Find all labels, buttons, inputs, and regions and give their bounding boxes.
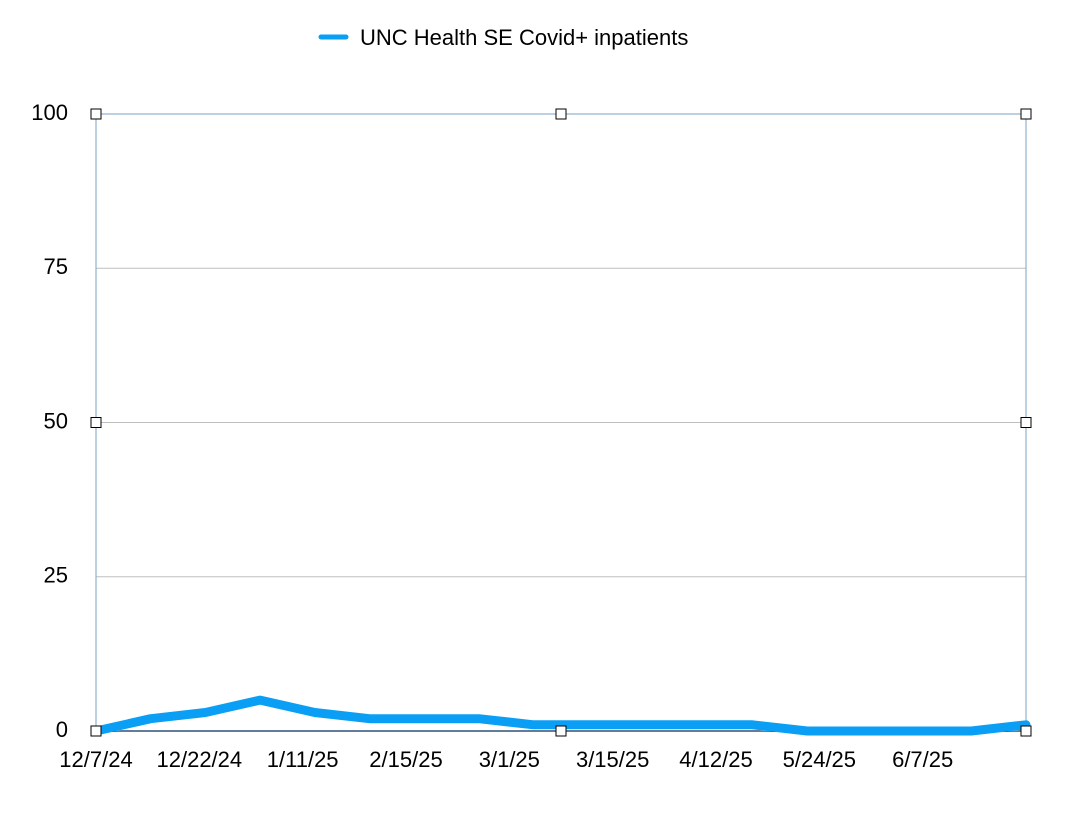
y-tick-label: 75 — [44, 254, 68, 279]
x-tick-label: 1/11/25 — [267, 747, 339, 772]
resize-handle[interactable] — [1020, 108, 1032, 120]
y-tick-label: 25 — [44, 563, 68, 588]
x-tick-label: 4/12/25 — [679, 747, 752, 772]
x-tick-label: 12/7/24 — [59, 747, 132, 772]
legend-label: UNC Health SE Covid+ inpatients — [360, 25, 688, 50]
series-line-covid-inpatients — [91, 695, 1031, 736]
resize-handle[interactable] — [90, 725, 102, 737]
y-tick-label: 50 — [44, 408, 68, 433]
resize-handle[interactable] — [555, 108, 567, 120]
resize-handle[interactable] — [90, 108, 102, 120]
resize-handle[interactable] — [1020, 417, 1032, 428]
y-tick-label: 0 — [56, 717, 68, 742]
legend: UNC Health SE Covid+ inpatients — [318, 25, 688, 50]
x-tick-label: 3/1/25 — [479, 747, 540, 772]
selection-handles[interactable] — [90, 108, 1032, 737]
y-tick-label: 100 — [31, 100, 68, 125]
x-tick-label: 5/24/25 — [783, 747, 856, 772]
x-tick-label: 12/22/24 — [157, 747, 243, 772]
x-axis-ticks: 12/7/24 12/22/24 1/11/25 2/15/25 3/1/25 3/15/… — [59, 747, 953, 772]
resize-handle[interactable] — [90, 417, 102, 428]
resize-handle[interactable] — [1020, 725, 1032, 737]
gridlines — [96, 267, 1026, 578]
y-axis-ticks: 0 25 50 75 100 — [31, 100, 68, 742]
x-tick-label: 6/7/25 — [892, 747, 953, 772]
x-tick-label: 2/15/25 — [369, 747, 442, 772]
x-tick-label: 3/15/25 — [576, 747, 649, 772]
resize-handle[interactable] — [555, 725, 567, 737]
